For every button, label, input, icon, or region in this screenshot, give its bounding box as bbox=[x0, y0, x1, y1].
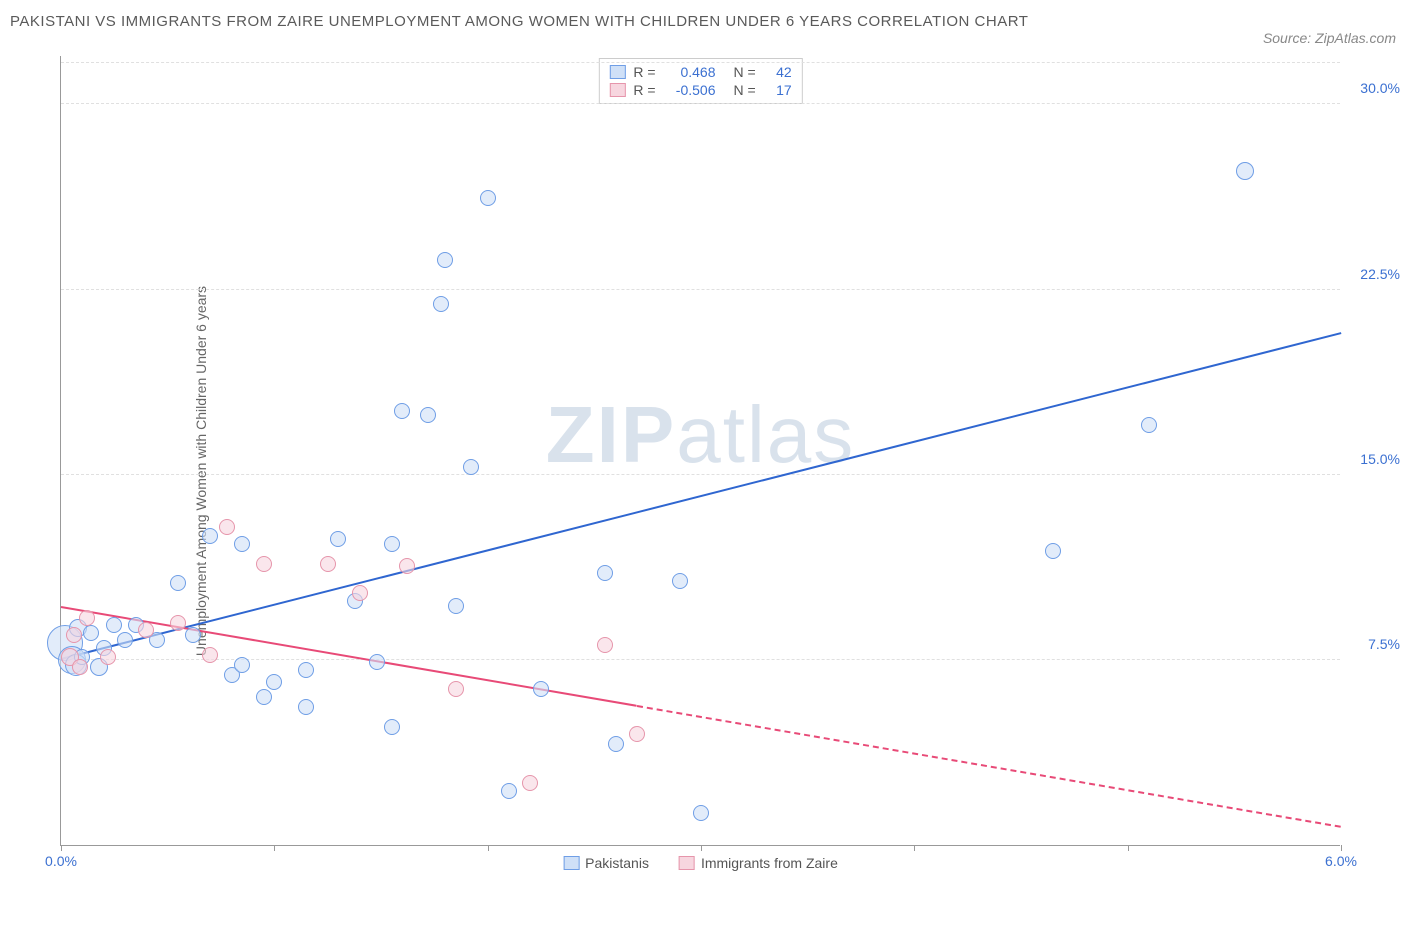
legend-r-value: -0.506 bbox=[664, 82, 716, 98]
data-point bbox=[330, 531, 346, 547]
chart-source: Source: ZipAtlas.com bbox=[1263, 30, 1396, 46]
chart-container: Unemployment Among Women with Children U… bbox=[10, 46, 1396, 896]
data-point bbox=[320, 556, 336, 572]
legend-label: Pakistanis bbox=[585, 855, 649, 871]
legend-n-value: 17 bbox=[764, 82, 792, 98]
y-tick-label: 22.5% bbox=[1345, 266, 1400, 282]
gridline bbox=[61, 62, 1340, 63]
gridline bbox=[61, 659, 1340, 660]
x-tick bbox=[914, 845, 915, 851]
data-point bbox=[79, 610, 95, 626]
data-point bbox=[608, 736, 624, 752]
data-point bbox=[185, 627, 201, 643]
gridline bbox=[61, 289, 1340, 290]
data-point bbox=[83, 625, 99, 641]
watermark-bold: ZIP bbox=[546, 390, 676, 479]
legend-stat-row: R = 0.468 N = 42 bbox=[609, 63, 791, 81]
legend-item: Pakistanis bbox=[563, 855, 649, 871]
data-point bbox=[672, 573, 688, 589]
data-point bbox=[597, 637, 613, 653]
data-point bbox=[234, 657, 250, 673]
x-tick bbox=[488, 845, 489, 851]
x-tick bbox=[274, 845, 275, 851]
legend-stats: R = 0.468 N = 42 R = -0.506 N = 17 bbox=[598, 58, 802, 104]
data-point bbox=[298, 662, 314, 678]
trend-line bbox=[61, 606, 637, 707]
data-point bbox=[420, 407, 436, 423]
data-point bbox=[100, 649, 116, 665]
data-point bbox=[170, 615, 186, 631]
legend-swatch bbox=[563, 856, 579, 870]
legend-series: Pakistanis Immigrants from Zaire bbox=[563, 855, 838, 871]
x-left-label: 0.0% bbox=[45, 853, 77, 869]
legend-n-value: 42 bbox=[764, 64, 792, 80]
y-tick-label: 15.0% bbox=[1345, 451, 1400, 467]
data-point bbox=[369, 654, 385, 670]
legend-n-label: N = bbox=[734, 64, 756, 80]
data-point bbox=[448, 598, 464, 614]
data-point bbox=[234, 536, 250, 552]
data-point bbox=[501, 783, 517, 799]
data-point bbox=[170, 575, 186, 591]
data-point bbox=[202, 528, 218, 544]
data-point bbox=[384, 719, 400, 735]
data-point bbox=[433, 296, 449, 312]
data-point bbox=[448, 681, 464, 697]
data-point bbox=[138, 622, 154, 638]
legend-swatch bbox=[609, 83, 625, 97]
x-tick bbox=[1128, 845, 1129, 851]
data-point bbox=[533, 681, 549, 697]
data-point bbox=[202, 647, 218, 663]
legend-r-label: R = bbox=[633, 64, 655, 80]
data-point bbox=[256, 556, 272, 572]
data-point bbox=[437, 252, 453, 268]
legend-stat-row: R = -0.506 N = 17 bbox=[609, 81, 791, 99]
data-point bbox=[298, 699, 314, 715]
data-point bbox=[693, 805, 709, 821]
data-point bbox=[463, 459, 479, 475]
data-point bbox=[399, 558, 415, 574]
x-tick bbox=[1341, 845, 1342, 851]
data-point bbox=[629, 726, 645, 742]
x-tick bbox=[701, 845, 702, 851]
data-point bbox=[1141, 417, 1157, 433]
data-point bbox=[480, 190, 496, 206]
trend-line bbox=[61, 332, 1341, 660]
data-point bbox=[597, 565, 613, 581]
legend-r-value: 0.468 bbox=[664, 64, 716, 80]
data-point bbox=[384, 536, 400, 552]
gridline bbox=[61, 103, 1340, 104]
watermark-light: atlas bbox=[676, 390, 855, 479]
data-point bbox=[117, 632, 133, 648]
data-point bbox=[66, 627, 82, 643]
legend-r-label: R = bbox=[633, 82, 655, 98]
legend-item: Immigrants from Zaire bbox=[679, 855, 838, 871]
data-point bbox=[219, 519, 235, 535]
data-point bbox=[256, 689, 272, 705]
data-point bbox=[72, 659, 88, 675]
gridline bbox=[61, 474, 1340, 475]
x-tick bbox=[61, 845, 62, 851]
data-point bbox=[1236, 162, 1254, 180]
legend-swatch bbox=[679, 856, 695, 870]
y-tick-label: 30.0% bbox=[1345, 80, 1400, 96]
data-point bbox=[522, 775, 538, 791]
data-point bbox=[266, 674, 282, 690]
legend-n-label: N = bbox=[734, 82, 756, 98]
y-tick-label: 7.5% bbox=[1345, 636, 1400, 652]
data-point bbox=[106, 617, 122, 633]
data-point bbox=[1045, 543, 1061, 559]
legend-label: Immigrants from Zaire bbox=[701, 855, 838, 871]
chart-title: PAKISTANI VS IMMIGRANTS FROM ZAIRE UNEMP… bbox=[10, 10, 1028, 34]
data-point bbox=[352, 585, 368, 601]
trend-line bbox=[637, 705, 1341, 828]
x-right-label: 6.0% bbox=[1325, 853, 1357, 869]
data-point bbox=[394, 403, 410, 419]
legend-swatch bbox=[609, 65, 625, 79]
plot-area: ZIPatlas R =0.468N =42R =-0.506N =17 Pak… bbox=[60, 56, 1340, 846]
